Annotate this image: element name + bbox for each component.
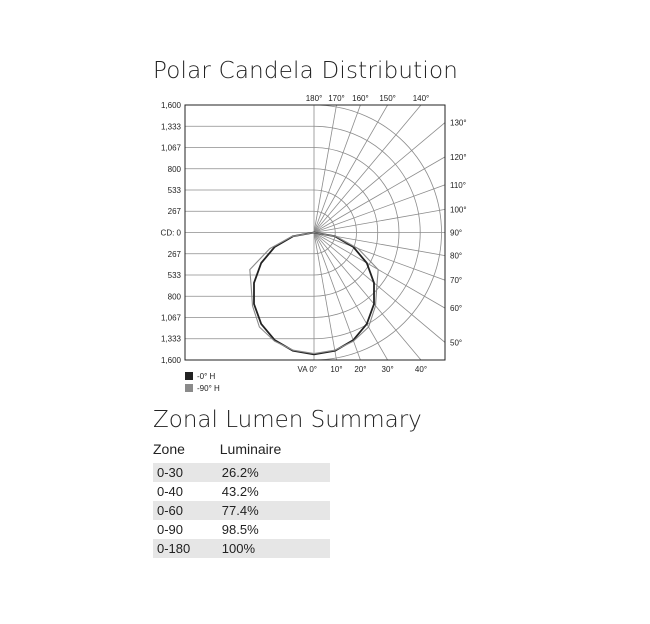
zone-cell: 0-180 bbox=[153, 539, 220, 558]
chart-frame bbox=[184, 104, 446, 361]
angle-label: 180° bbox=[306, 94, 323, 103]
grid-line-radial bbox=[313, 184, 445, 233]
radial-tick-label: 1,067 bbox=[161, 314, 182, 323]
radial-tick-label: CD: 0 bbox=[161, 229, 182, 238]
table-row: 0-180 100% bbox=[153, 539, 330, 558]
header-zone: Zone bbox=[153, 441, 185, 457]
luminaire-cell: 77.4% bbox=[219, 501, 330, 520]
polar-candela-chart: 1,600 1,333 1,067 800 533 267 CD: 0 267 533 800 1,… bbox=[161, 94, 467, 393]
grid-line-radial bbox=[313, 232, 361, 360]
grid-line-radial bbox=[313, 208, 445, 233]
legend-label: -0° H bbox=[197, 372, 216, 381]
angle-label: 70° bbox=[450, 276, 462, 285]
angle-label: 10° bbox=[330, 365, 342, 374]
grid-line-radial bbox=[313, 105, 389, 233]
table-row: 0-40 43.2% bbox=[153, 482, 330, 501]
radial-tick-label: 1,067 bbox=[161, 143, 182, 152]
radial-tick-label: 800 bbox=[168, 165, 182, 174]
angle-label: 50° bbox=[450, 338, 462, 347]
angle-label: 40° bbox=[415, 365, 427, 374]
angle-label: 90° bbox=[450, 229, 462, 238]
angle-label: 20° bbox=[354, 365, 366, 374]
radial-tick-label: 1,333 bbox=[161, 335, 182, 344]
zone-cell: 0-30 bbox=[153, 463, 220, 482]
table-row: 0-30 26.2% bbox=[153, 463, 330, 482]
angle-label: 110° bbox=[450, 181, 466, 190]
angle-label: 60° bbox=[450, 304, 462, 313]
angle-label: 80° bbox=[450, 252, 462, 261]
zone-cell: 0-40 bbox=[157, 484, 184, 499]
table-row: 0-60 77.4% bbox=[153, 501, 330, 520]
radial-tick-label: 533 bbox=[168, 271, 182, 280]
angle-label: 160° bbox=[352, 94, 369, 103]
radial-tick-label: 1,600 bbox=[161, 356, 182, 365]
series-curve-90h bbox=[249, 231, 379, 355]
grid-line-radial bbox=[313, 232, 337, 360]
table-header: Zone Luminaire bbox=[153, 440, 330, 463]
angle-label: 130° bbox=[450, 119, 467, 128]
luminaire-cell: 100% bbox=[219, 539, 330, 558]
angle-label: 30° bbox=[382, 365, 394, 374]
radial-tick-label: 267 bbox=[168, 207, 182, 216]
grid-line-radial bbox=[313, 232, 445, 281]
grid-line-radial bbox=[313, 232, 445, 309]
table-row: 0-90 98.5% bbox=[153, 520, 330, 539]
grid-line-radial bbox=[313, 232, 445, 257]
luminaire-cell: 43.2% bbox=[221, 484, 259, 499]
grid-line-radial bbox=[313, 232, 389, 360]
header-luminaire: Luminaire bbox=[219, 441, 282, 457]
grid-line-radial bbox=[313, 122, 445, 233]
grid-group bbox=[185, 105, 445, 360]
radial-tick-label: 267 bbox=[168, 250, 182, 259]
radial-tick-label: 1,600 bbox=[161, 101, 182, 110]
legend-swatch bbox=[185, 372, 193, 380]
angle-label: VA 0° bbox=[297, 365, 317, 374]
radial-tick-label: 1,333 bbox=[161, 122, 182, 131]
luminaire-cell: 98.5% bbox=[221, 522, 259, 537]
grid-line-radial bbox=[313, 156, 445, 233]
angle-label: 150° bbox=[379, 94, 396, 103]
legend-label: -90° H bbox=[197, 384, 220, 393]
grid-line-radial bbox=[313, 232, 422, 360]
series-curve-0h bbox=[253, 231, 375, 356]
angle-label: 170° bbox=[328, 94, 345, 103]
grid-line-radial bbox=[313, 105, 422, 233]
angle-label: 100° bbox=[450, 205, 467, 214]
zonal-lumen-table: Zone Luminaire 0-30 26.2% 0-40 43.2% 0-60 7… bbox=[153, 440, 330, 558]
legend-swatch bbox=[185, 384, 193, 392]
chart-title: Polar Candela Distribution bbox=[153, 58, 459, 84]
angle-label: 120° bbox=[450, 153, 467, 162]
grid-line-radial bbox=[313, 105, 337, 233]
angle-label: 140° bbox=[413, 94, 430, 103]
grid-line-radial bbox=[313, 232, 445, 343]
grid-line-radial bbox=[313, 105, 361, 233]
radial-tick-label: 800 bbox=[168, 292, 182, 301]
zone-cell: 0-60 bbox=[153, 501, 220, 520]
luminaire-cell: 26.2% bbox=[219, 463, 330, 482]
radial-tick-label: 533 bbox=[168, 186, 182, 195]
zonal-title: Zonal Lumen Summary bbox=[153, 407, 422, 433]
zone-cell: 0-90 bbox=[157, 522, 184, 537]
